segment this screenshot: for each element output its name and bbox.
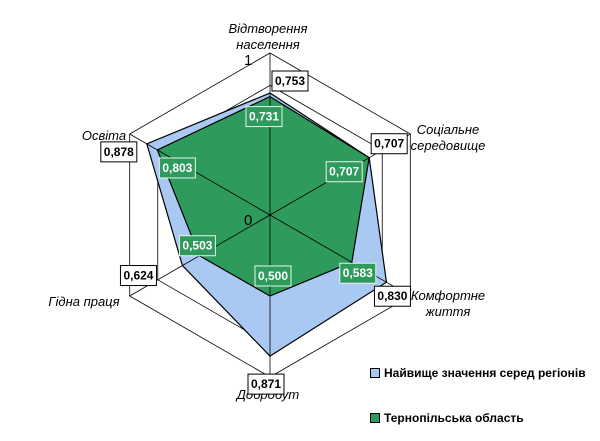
svg-text:0,871: 0,871 [251, 377, 281, 391]
legend-item-best: Найвище значення серед регіонів [370, 366, 586, 380]
svg-text:0,500: 0,500 [258, 269, 288, 283]
spoke-2 [269, 214, 411, 297]
spoke-5 [129, 133, 271, 216]
tick-label-min: 0 [244, 212, 252, 229]
best-value-label-2: 0,830 [373, 285, 411, 307]
svg-text:0,583: 0,583 [343, 266, 373, 280]
svg-text:0,503: 0,503 [182, 239, 212, 253]
region-value-labels: 0,731 0,707 0,583 0,500 0,503 0,803 [158, 106, 377, 287]
legend-label-region: Тернопільська область [384, 411, 524, 425]
svg-text:0,803: 0,803 [162, 161, 192, 175]
region-value-label-2: 0,583 [339, 262, 377, 284]
svg-text:0,878: 0,878 [104, 145, 134, 159]
svg-text:0,731: 0,731 [249, 110, 279, 124]
best-value-label-3: 0,871 [247, 373, 285, 395]
axis-label-5: Освіта [82, 128, 126, 143]
svg-text:0,707: 0,707 [374, 137, 404, 151]
svg-text:0,624: 0,624 [123, 269, 153, 283]
legend-swatch-region [370, 413, 380, 423]
legend-item-region: Тернопільська область [370, 411, 524, 425]
tick-label-max: 1 [244, 52, 252, 69]
svg-text:0,707: 0,707 [329, 165, 359, 179]
legend-swatch-best [370, 368, 380, 378]
region-value-label-1: 0,707 [325, 161, 363, 183]
best-value-label-1: 0,707 [370, 133, 408, 155]
axis-labels: Відтворення населення Соціальне середовище К… [48, 21, 485, 402]
axis-label-4: Гідна праця [48, 294, 119, 309]
region-value-label-4: 0,503 [178, 235, 216, 257]
region-value-label-5: 0,803 [158, 157, 196, 179]
svg-text:0,830: 0,830 [377, 289, 407, 303]
axis-label-1: Соціальне середовище [411, 122, 486, 153]
best-value-labels: 0,753 0,707 0,830 0,871 0,624 0,878 [100, 70, 411, 395]
best-value-label-4: 0,624 [119, 265, 157, 287]
svg-text:0,753: 0,753 [275, 74, 305, 88]
axis-label-0: Відтворення населення [228, 21, 307, 52]
region-value-label-3: 0,500 [254, 265, 292, 287]
best-value-label-5: 0,878 [100, 141, 138, 163]
best-value-label-0: 0,753 [271, 70, 309, 92]
region-value-label-0: 0,731 [245, 106, 283, 128]
axis-label-2: Комфортне життя [411, 288, 485, 319]
legend-label-best: Найвище значення серед регіонів [384, 366, 586, 380]
